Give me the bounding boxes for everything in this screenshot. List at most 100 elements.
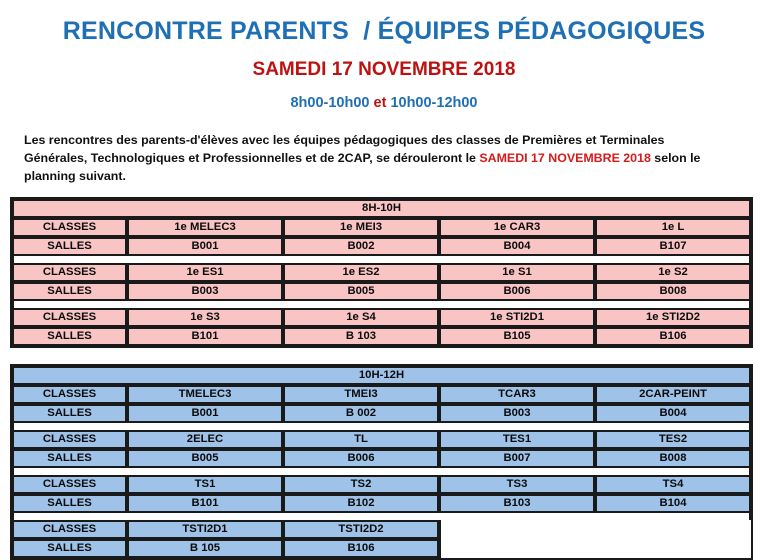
row-label-classes: CLASSES	[12, 308, 127, 328]
cell-room: B008	[595, 282, 752, 302]
cell-room: B 105	[127, 539, 283, 559]
table-row: SALLES B101 B 103 B105 B106	[12, 327, 752, 347]
cell-class: 1e S1	[439, 263, 595, 283]
cell-class: 1e STI2D2	[595, 308, 752, 328]
row-label-classes: CLASSES	[12, 385, 127, 405]
schedule-table-late-morning: 10H-12H CLASSES TMELEC3 TMEI3 TCAR3 2CAR…	[10, 364, 753, 560]
cell-class: 1e STI2D1	[439, 308, 595, 328]
table-row: CLASSES TMELEC3 TMEI3 TCAR3 2CAR-PEINT	[12, 385, 751, 405]
cell-room: B 002	[283, 404, 439, 424]
cell-class: TES1	[439, 430, 595, 450]
table-gap-row	[12, 256, 752, 264]
cell-room: B106	[283, 539, 439, 559]
cell-class: TCAR3	[439, 385, 595, 405]
cell-class: 1e S2	[595, 263, 752, 283]
cell-room: B006	[283, 449, 439, 469]
cell-room: B001	[127, 237, 283, 257]
cell-room: B103	[439, 494, 595, 514]
cell-room: B003	[439, 404, 595, 424]
cell-room: B102	[283, 494, 439, 514]
cell-class: TSTI2D1	[127, 520, 283, 540]
cell-empty	[595, 539, 751, 559]
table-row: CLASSES 2ELEC TL TES1 TES2	[12, 430, 751, 450]
intro-text-part1: Les rencontres des parents-d'élèves avec…	[24, 133, 665, 165]
table-row: SALLES B001 B002 B004 B107	[12, 237, 752, 257]
cell-empty	[439, 539, 595, 559]
table-row: SALLES B005 B006 B007 B008	[12, 449, 751, 469]
page-title: RENCONTRE PARENTS / ÉQUIPES PÉDAGOGIQUES	[62, 17, 706, 45]
table-row: CLASSES TSTI2D1 TSTI2D2	[12, 520, 751, 540]
row-label-classes: CLASSES	[12, 218, 127, 238]
table-gap-row	[12, 301, 752, 309]
table-row: CLASSES TS1 TS2 TS3 TS4	[12, 475, 751, 495]
table-row: SALLES B003 B005 B006 B008	[12, 282, 752, 302]
cell-room: B107	[595, 237, 752, 257]
cell-room: B106	[595, 327, 752, 347]
row-label-classes: CLASSES	[12, 430, 127, 450]
table-row: CLASSES 1e ES1 1e ES2 1e S1 1e S2	[12, 263, 752, 283]
cell-room: B002	[283, 237, 439, 257]
table-banner-row: 10H-12H	[12, 366, 751, 386]
row-label-salles: SALLES	[12, 237, 127, 257]
cell-room: B005	[127, 449, 283, 469]
cell-class: 2CAR-PEINT	[595, 385, 751, 405]
cell-class: TSTI2D2	[283, 520, 439, 540]
schedule-tables: 8H-10H CLASSES 1e MELEC3 1e MEI3 1e CAR3…	[0, 197, 768, 560]
row-label-classes: CLASSES	[12, 520, 127, 540]
row-label-salles: SALLES	[12, 494, 127, 514]
row-label-salles: SALLES	[12, 282, 127, 302]
cell-class: TS4	[595, 475, 751, 495]
cell-room: B 103	[283, 327, 439, 347]
table-row: CLASSES 1e S3 1e S4 1e STI2D1 1e STI2D2	[12, 308, 752, 328]
time-slot-second: 10h00-12h00	[390, 95, 478, 112]
table-row: SALLES B001 B 002 B003 B004	[12, 404, 751, 424]
row-label-classes: CLASSES	[12, 263, 127, 283]
cell-room: B104	[595, 494, 751, 514]
banner-label: 10H-12H	[12, 366, 751, 386]
table-row: SALLES B101 B102 B103 B104	[12, 494, 751, 514]
time-slot-separator: et	[369, 95, 391, 112]
intro-paragraph: Les rencontres des parents-d'élèves avec…	[0, 112, 768, 185]
table-gap-row	[12, 513, 751, 521]
row-label-salles: SALLES	[12, 404, 127, 424]
cell-room: B101	[127, 327, 283, 347]
row-label-salles: SALLES	[12, 539, 127, 559]
page-time-slots: 8h00-10h00 et 10h00-12h00	[0, 80, 768, 112]
cell-room: B004	[595, 404, 751, 424]
table-banner-row: 8H-10H	[12, 199, 752, 219]
cell-room: B007	[439, 449, 595, 469]
intro-highlight-date: SAMEDI 17 NOVEMBRE 2018	[479, 150, 651, 165]
gap-spacer	[12, 513, 751, 521]
cell-class: 1e L	[595, 218, 752, 238]
cell-room: B105	[439, 327, 595, 347]
row-label-classes: CLASSES	[12, 475, 127, 495]
cell-class: 1e S3	[127, 308, 283, 328]
cell-class: TS2	[283, 475, 439, 495]
banner-label: 8H-10H	[12, 199, 752, 219]
cell-room: B005	[283, 282, 439, 302]
gap-spacer	[12, 301, 752, 309]
gap-spacer	[12, 256, 752, 264]
document-page: RENCONTRE PARENTS / ÉQUIPES PÉDAGOGIQUES…	[0, 17, 768, 560]
cell-room: B101	[127, 494, 283, 514]
table-row: CLASSES 1e MELEC3 1e MEI3 1e CAR3 1e L	[12, 218, 752, 238]
cell-class: 1e ES2	[283, 263, 439, 283]
cell-class: TS1	[127, 475, 283, 495]
table-row: SALLES B 105 B106	[12, 539, 751, 559]
cell-room: B003	[127, 282, 283, 302]
page-subtitle-date: SAMEDI 17 NOVEMBRE 2018	[252, 58, 516, 80]
cell-class: TMEI3	[283, 385, 439, 405]
row-label-salles: SALLES	[12, 449, 127, 469]
time-slot-first: 8h00-10h00	[290, 95, 370, 112]
cell-class: TS3	[439, 475, 595, 495]
cell-room: B008	[595, 449, 751, 469]
cell-class: 1e MEI3	[283, 218, 439, 238]
cell-empty	[439, 520, 595, 540]
cell-class: TL	[283, 430, 439, 450]
cell-class: TES2	[595, 430, 751, 450]
cell-class: 2ELEC	[127, 430, 283, 450]
cell-class: 1e MELEC3	[127, 218, 283, 238]
cell-class: 1e ES1	[127, 263, 283, 283]
schedule-table-morning: 8H-10H CLASSES 1e MELEC3 1e MEI3 1e CAR3…	[10, 197, 754, 349]
cell-room: B001	[127, 404, 283, 424]
